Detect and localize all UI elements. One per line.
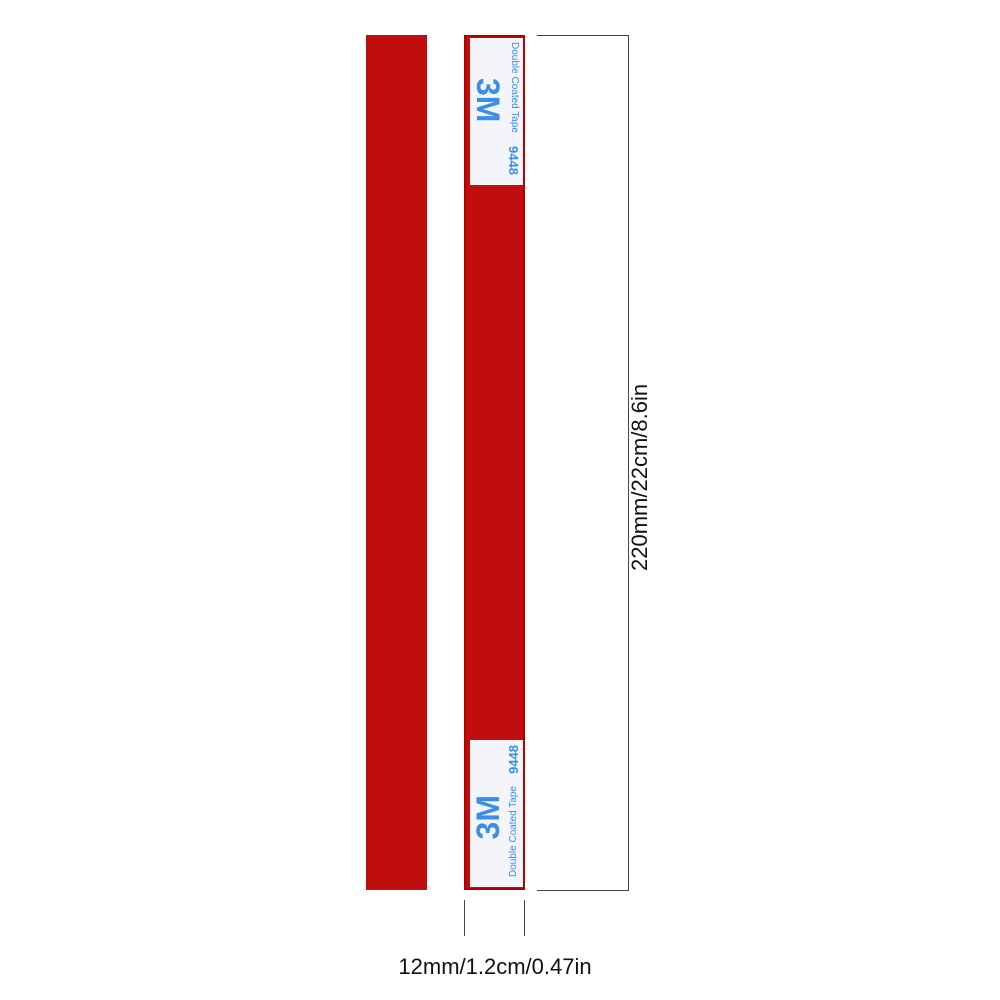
release-liner-bottom: 3M Double Coated Tape 9448 — [470, 740, 523, 887]
release-liner-top: 3M Double Coated Tape 9448 — [470, 38, 523, 185]
tape-strip-front — [366, 35, 427, 890]
length-label: 220mm/22cm/8.6in — [627, 383, 652, 571]
liner-brand-logo: 3M — [470, 795, 506, 840]
length-dimension-tick-bottom — [537, 890, 629, 891]
length-dimension-tick-top — [537, 35, 629, 36]
width-label: 12mm/1.2cm/0.47in — [398, 954, 592, 979]
length-dimension-line — [628, 35, 629, 891]
liner-text: Double Coated Tape — [509, 42, 520, 133]
tape-strip-back: 3M Double Coated Tape 9448 3M Double Coa… — [464, 35, 525, 890]
liner-brand-logo: 3M — [470, 78, 506, 123]
liner-code: 9448 — [506, 745, 521, 774]
width-dimension-tick-left — [464, 900, 465, 936]
liner-code: 9448 — [506, 146, 521, 175]
width-dimension-tick-right — [524, 900, 525, 936]
liner-text: Double Coated Tape — [508, 786, 519, 877]
